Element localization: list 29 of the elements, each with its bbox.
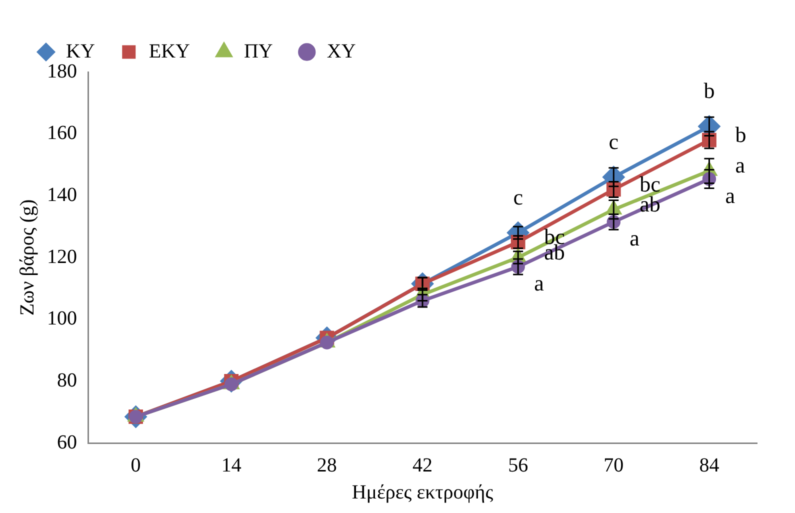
annotation: b xyxy=(704,78,715,104)
legend-label: ΧΥ xyxy=(326,40,356,62)
annotation: bc xyxy=(640,171,661,196)
y-axis-title: Ζων βάρος (g) xyxy=(16,199,38,316)
annotation: a xyxy=(630,226,640,251)
y-tick-label: 160 xyxy=(47,122,77,144)
annotation: a xyxy=(534,270,544,296)
x-tick-label: 14 xyxy=(221,454,242,476)
legend-label: ΠΥ xyxy=(244,40,273,62)
annotation: b xyxy=(735,122,746,147)
annotation: a xyxy=(735,152,746,178)
x-tick-label: 0 xyxy=(130,454,141,476)
annotation: a xyxy=(725,182,736,208)
x-tick-label: 28 xyxy=(316,454,337,476)
x-tick-label: 84 xyxy=(699,454,720,476)
x-tick-label: 56 xyxy=(508,454,528,476)
legend-label: ΕΚΥ xyxy=(148,40,190,62)
annotation: c xyxy=(608,128,619,154)
x-axis-title: Ημέρες εκτροφής xyxy=(352,481,494,504)
y-tick-label: 120 xyxy=(47,246,77,268)
x-tick-label: 70 xyxy=(604,454,624,476)
legend-label: ΚΥ xyxy=(66,40,95,62)
y-tick-label: 60 xyxy=(57,431,77,454)
y-tick-label: 140 xyxy=(47,184,77,206)
annotation: c xyxy=(513,184,524,210)
y-tick-label: 100 xyxy=(47,308,77,330)
x-tick-label: 42 xyxy=(412,454,432,476)
y-tick-label: 80 xyxy=(57,369,77,392)
y-tick-label: 180 xyxy=(47,60,77,82)
